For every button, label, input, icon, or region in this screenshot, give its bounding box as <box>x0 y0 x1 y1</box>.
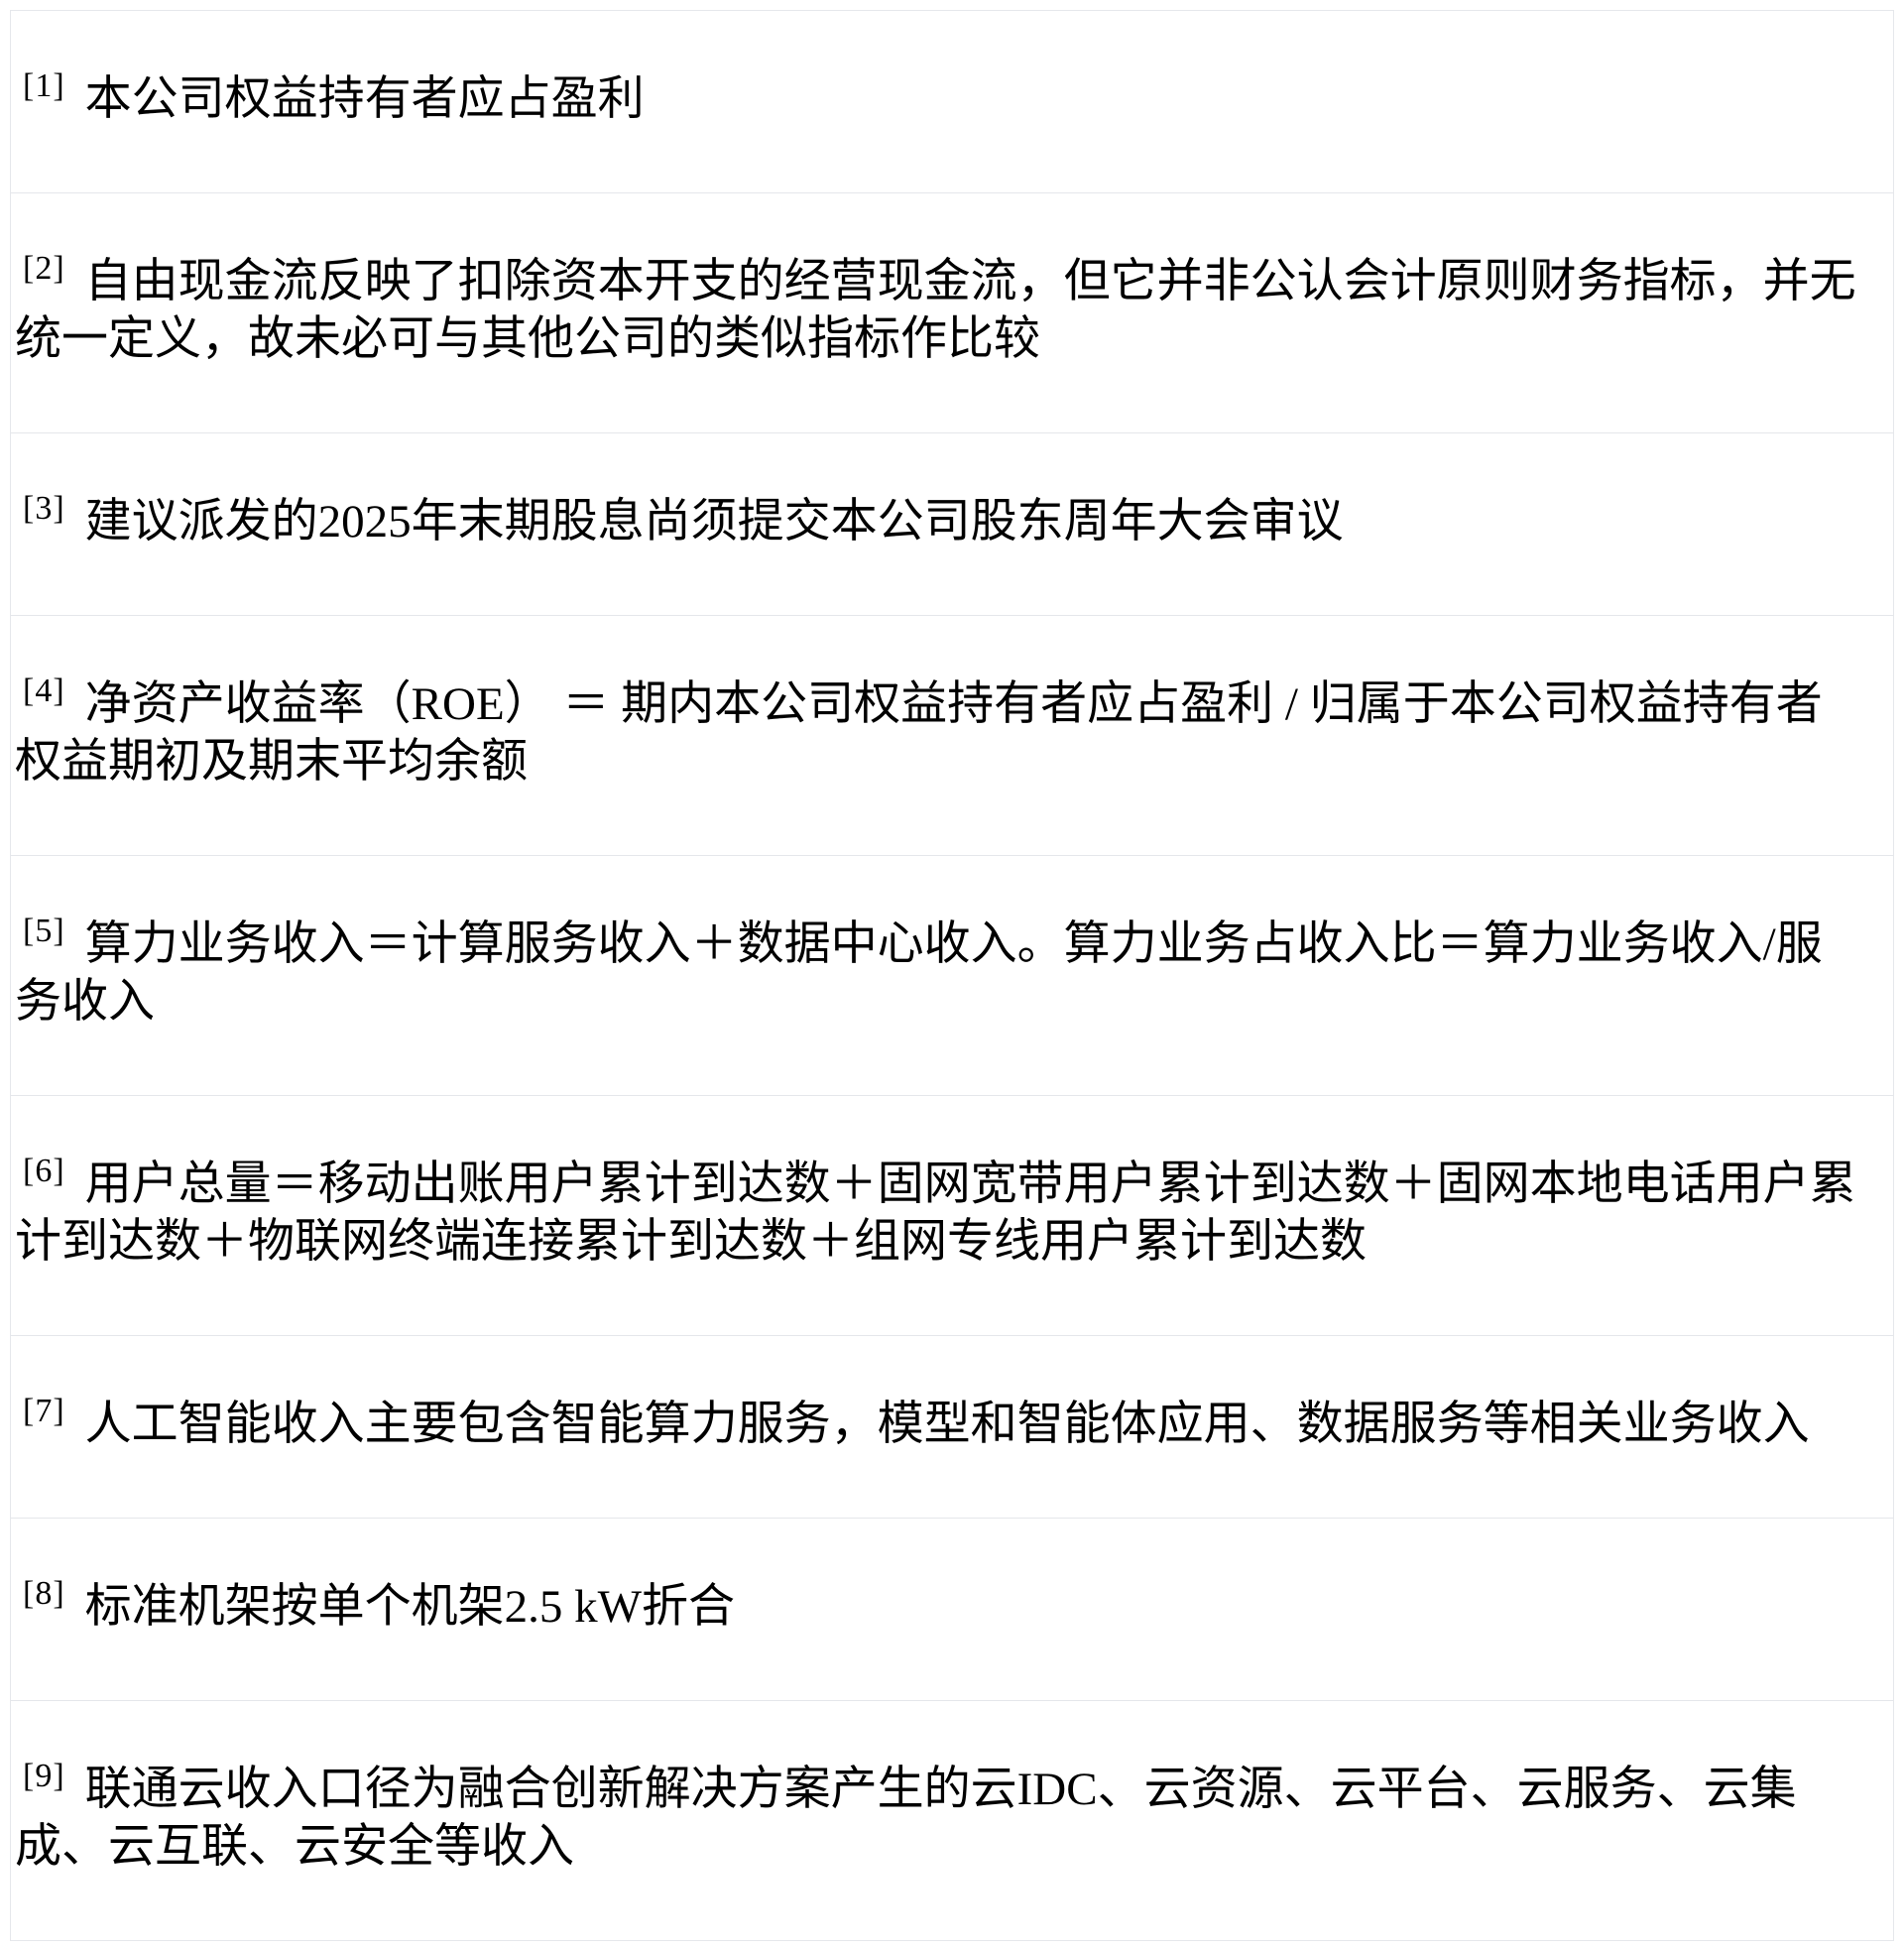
footnote-marker: [9] <box>23 1758 65 1794</box>
footnote-text: 标准机架按单个机架2.5 kW折合 <box>84 1581 736 1633</box>
footnote-marker: [2] <box>23 250 65 287</box>
footnote-marker: [7] <box>23 1393 65 1429</box>
footnote-item: [2] 自由现金流反映了扣除资本开支的经营现金流，但它并非公认会计原则财务指标，并… <box>11 193 1893 433</box>
footnote-item: [9] 联通云收入口径为融合创新解决方案产生的云IDC、云资源、云平台、云服务、云… <box>11 1701 1893 1940</box>
footnotes-panel: [1] 本公司权益持有者应占盈利 [2] 自由现金流反映了扣除资本开支的经营现金流，… <box>10 10 1894 1941</box>
footnote-marker: [5] <box>23 913 65 949</box>
footnote-item: [6] 用户总量＝移动出账用户累计到达数＋固网宽带用户累计到达数＋固网本地电话用户… <box>11 1096 1893 1336</box>
footnote-text: 净资产收益率（ROE） ＝ 期内本公司权益持有者应占盈利 / 归属于本公司权益持… <box>15 678 1823 788</box>
footnote-item: [7] 人工智能收入主要包含智能算力服务，模型和智能体应用、数据服务等相关业务收入 <box>11 1336 1893 1519</box>
footnote-text: 算力业务收入＝计算服务收入＋数据中心收入。算力业务占收入比＝算力业务收入/服务收… <box>15 918 1823 1028</box>
footnote-item: [1] 本公司权益持有者应占盈利 <box>11 11 1893 193</box>
footnote-text: 用户总量＝移动出账用户累计到达数＋固网宽带用户累计到达数＋固网本地电话用户累计到… <box>15 1158 1856 1268</box>
footnote-text: 自由现金流反映了扣除资本开支的经营现金流，但它并非公认会计原则财务指标，并无统一… <box>15 256 1856 365</box>
footnote-item: [5] 算力业务收入＝计算服务收入＋数据中心收入。算力业务占收入比＝算力业务收入/… <box>11 856 1893 1096</box>
footnote-marker: [3] <box>23 490 65 527</box>
footnote-text: 本公司权益持有者应占盈利 <box>84 73 645 125</box>
footnote-marker: [4] <box>23 672 65 709</box>
footnote-item: [8] 标准机架按单个机架2.5 kW折合 <box>11 1519 1893 1701</box>
footnote-text: 人工智能收入主要包含智能算力服务，模型和智能体应用、数据服务等相关业务收入 <box>84 1399 1810 1450</box>
footnote-text: 联通云收入口径为融合创新解决方案产生的云IDC、云资源、云平台、云服务、云集成、… <box>15 1764 1797 1873</box>
footnote-marker: [6] <box>23 1153 65 1189</box>
footnote-item: [3] 建议派发的2025年末期股息尚须提交本公司股东周年大会审议 <box>11 433 1893 616</box>
footnote-item: [4] 净资产收益率（ROE） ＝ 期内本公司权益持有者应占盈利 / 归属于本公司… <box>11 616 1893 856</box>
footnote-marker: [8] <box>23 1575 65 1612</box>
footnote-text: 建议派发的2025年末期股息尚须提交本公司股东周年大会审议 <box>84 496 1344 548</box>
footnote-marker: [1] <box>23 67 65 104</box>
